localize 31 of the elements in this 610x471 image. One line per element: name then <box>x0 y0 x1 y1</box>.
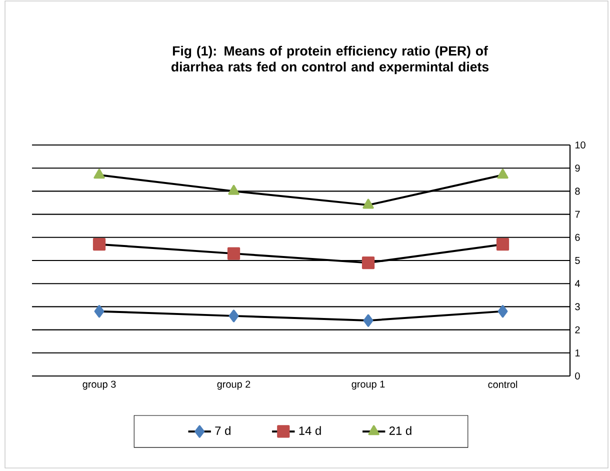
point <box>227 247 240 260</box>
y-tick-label: 9 <box>575 164 580 172</box>
y-tick-label: 8 <box>575 188 580 195</box>
y-tick-label: 4 <box>574 280 580 288</box>
y-tick-label: 10 <box>575 141 586 149</box>
point <box>92 238 106 251</box>
point <box>94 305 104 318</box>
x-tick-label: group 1 <box>352 380 385 390</box>
y-tick-label: 1 <box>575 349 580 356</box>
y-tick-label: 6 <box>575 234 580 241</box>
y-tick-label: 2 <box>575 326 580 334</box>
point <box>362 198 374 209</box>
x-tick-label: control <box>488 380 518 388</box>
x-tick-label: group 3 <box>82 380 116 390</box>
point <box>362 256 375 270</box>
chart-title: Fig (1): Means of protein efficiency ratio (PER) of diarrhea rats fed on control and expermintal diets <box>171 46 489 74</box>
point <box>94 168 105 179</box>
point <box>228 184 240 195</box>
y-tick-label: 5 <box>575 257 580 264</box>
y-tick-label: 3 <box>575 303 580 310</box>
y-tick-label: 0 <box>575 372 580 380</box>
legend-label: 14 d <box>299 426 321 435</box>
point <box>498 305 508 318</box>
x-tick-label: group 2 <box>217 380 250 390</box>
point <box>496 238 510 251</box>
point <box>228 310 239 322</box>
legend-label: 21 d <box>389 426 412 435</box>
legend-label: 7 d <box>215 426 230 435</box>
y-tick-label: 7 <box>575 210 580 218</box>
point <box>497 168 508 179</box>
point <box>363 314 374 327</box>
